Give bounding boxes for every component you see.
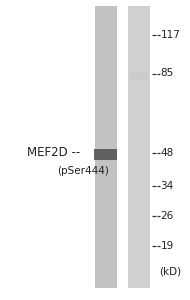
Text: (pSer444): (pSer444) [57, 166, 109, 176]
Text: MEF2D --: MEF2D -- [27, 146, 80, 160]
Text: 48: 48 [161, 148, 174, 158]
Bar [95, 6, 117, 288]
Bar [117, 6, 127, 288]
Text: 19: 19 [161, 241, 174, 251]
Text: (kD): (kD) [159, 266, 181, 277]
Text: 117: 117 [161, 29, 180, 40]
Text: 85: 85 [161, 68, 174, 79]
Bar [130, 72, 148, 80]
Text: 26: 26 [161, 211, 174, 221]
Bar [94, 149, 118, 160]
Bar [128, 6, 150, 288]
Text: 34: 34 [161, 181, 174, 191]
